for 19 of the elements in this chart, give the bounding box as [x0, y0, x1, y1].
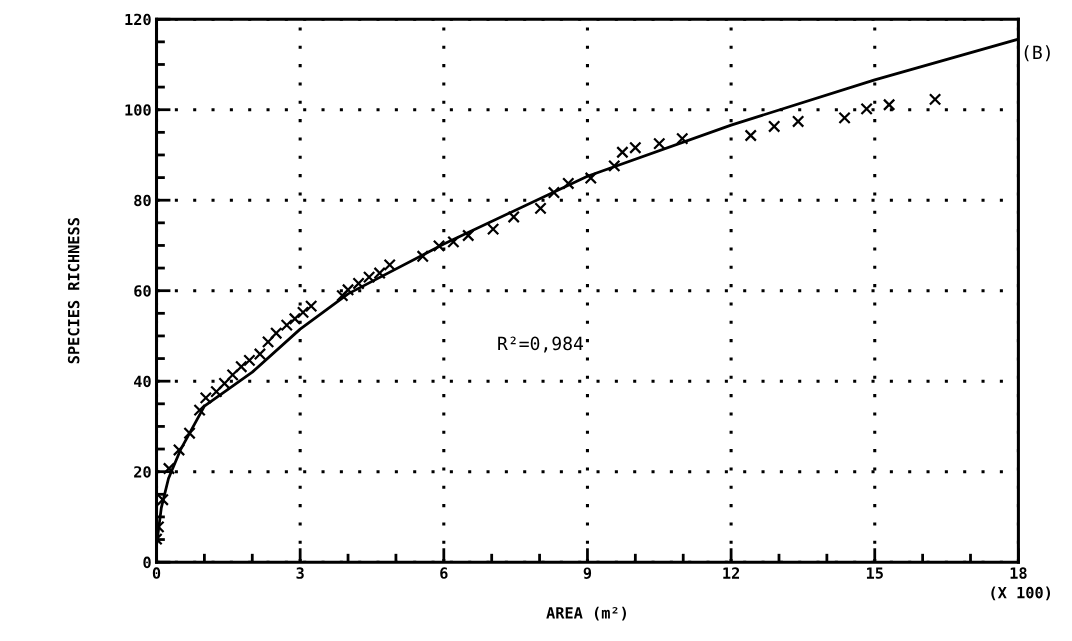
y-tick-label: 80: [134, 194, 151, 207]
y-tick-label: 100: [125, 104, 151, 116]
x-tick-label: 12: [723, 567, 740, 579]
y-tick-label: 20: [134, 466, 151, 478]
x-tick-label: 15: [866, 567, 883, 579]
annotation: R²=0,984: [498, 336, 584, 353]
text: (B): [1024, 45, 1050, 62]
y-tick-label: 120: [125, 13, 151, 26]
y-tick-label: 40: [134, 375, 151, 388]
x-tick-label: 18: [1010, 567, 1027, 579]
x-tick-label: 9: [583, 567, 592, 579]
x-tick-label: 3: [296, 567, 304, 579]
x-axis-title: AREA (m²): [546, 606, 626, 621]
x-tick-label: 6: [440, 567, 448, 579]
y-tick-label: 0: [143, 556, 151, 569]
y-tick-label: 60: [134, 285, 151, 297]
y-axis-title: SPECIES RICHNESS: [67, 218, 80, 364]
text: (X 100): [991, 586, 1051, 601]
x-tick-label: 0: [152, 567, 161, 579]
